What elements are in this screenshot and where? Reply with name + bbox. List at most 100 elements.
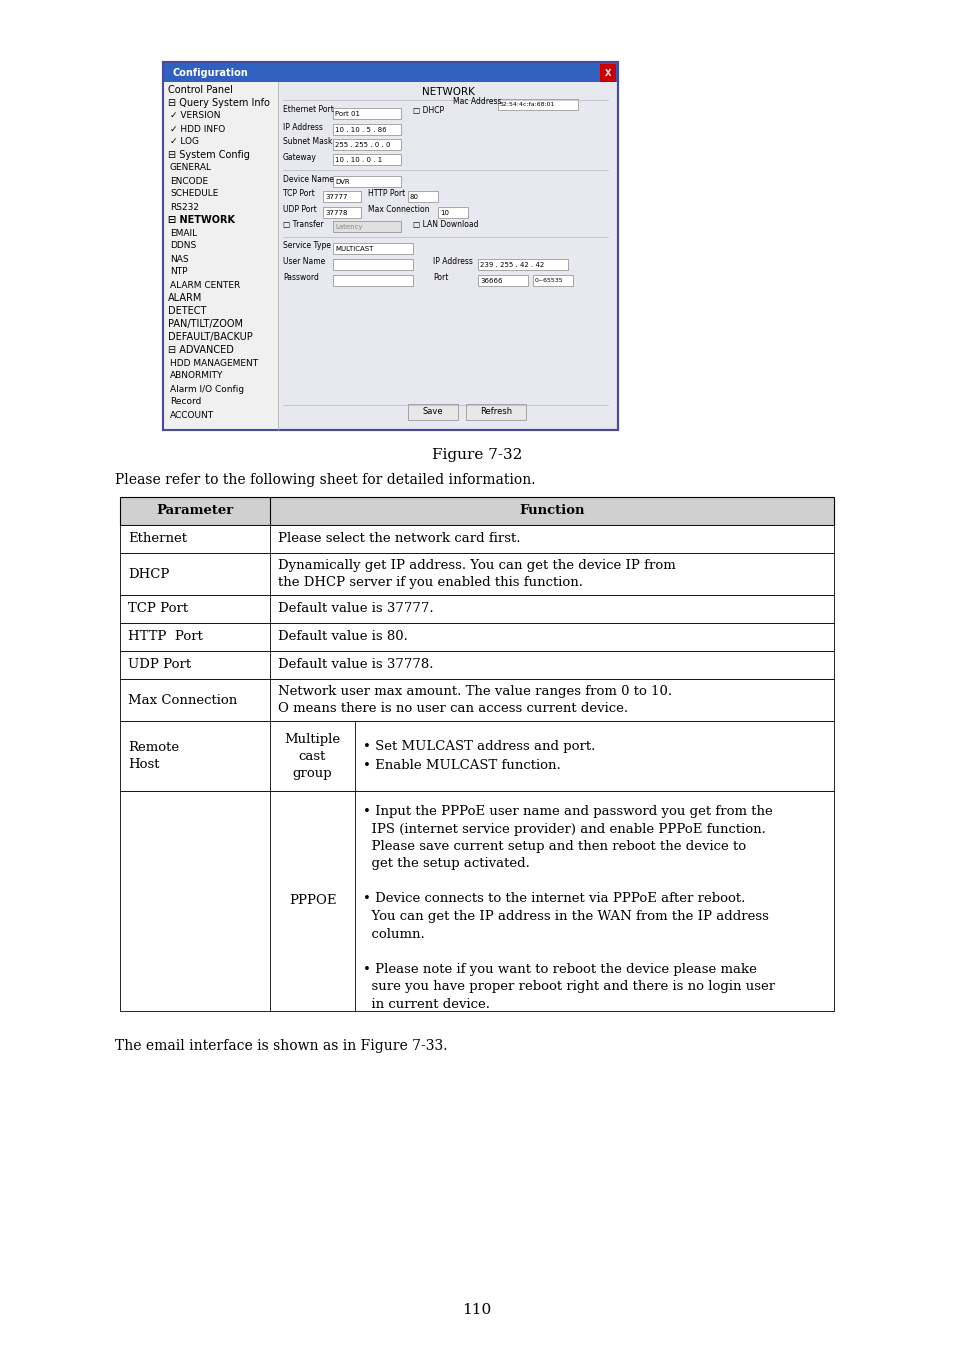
Text: Subnet Mask: Subnet Mask (283, 138, 332, 147)
Text: ✓ HDD INFO: ✓ HDD INFO (170, 124, 225, 134)
Text: User Name: User Name (283, 258, 325, 266)
Bar (120, 497, 833, 525)
Text: ACCOUNT: ACCOUNT (170, 410, 213, 420)
Text: 36666: 36666 (479, 278, 502, 283)
Text: DETECT: DETECT (168, 306, 206, 316)
Text: DVR: DVR (335, 180, 349, 185)
Text: HTTP  Port: HTTP Port (128, 630, 203, 644)
Text: 80: 80 (410, 194, 418, 200)
Text: ⊟ Query System Info: ⊟ Query System Info (168, 99, 270, 108)
Bar (163, 82, 277, 431)
Text: Refresh: Refresh (479, 408, 512, 417)
Text: Figure 7-32: Figure 7-32 (432, 448, 521, 462)
Text: • Set MULCAST address and port.
• Enable MULCAST function.: • Set MULCAST address and port. • Enable… (363, 740, 595, 772)
Bar (333, 259, 413, 270)
Text: 255 . 255 . 0 . 0: 255 . 255 . 0 . 0 (335, 142, 390, 148)
Bar (120, 595, 833, 622)
Text: DEFAULT/BACKUP: DEFAULT/BACKUP (168, 332, 253, 342)
Text: DHCP: DHCP (128, 567, 170, 580)
Bar (599, 63, 616, 82)
Text: 10 . 10 . 0 . 1: 10 . 10 . 0 . 1 (335, 157, 382, 163)
Bar (333, 154, 400, 165)
Text: Port 01: Port 01 (335, 111, 359, 117)
Text: Ethernet Port: Ethernet Port (283, 105, 334, 115)
Text: ABNORMITY: ABNORMITY (170, 371, 223, 381)
Text: Multiple
cast
group: Multiple cast group (284, 733, 340, 779)
Text: Parameter: Parameter (156, 505, 233, 517)
Bar (120, 651, 833, 679)
Bar (120, 497, 833, 525)
Bar (323, 190, 360, 202)
Text: UDP Port: UDP Port (128, 659, 191, 671)
Text: • Input the PPPoE user name and password you get from the
  IPS (internet servic: • Input the PPPoE user name and password… (363, 805, 774, 1011)
Bar (477, 275, 527, 286)
Text: ALARM: ALARM (168, 293, 202, 302)
Bar (323, 207, 360, 217)
Text: Record: Record (170, 397, 201, 406)
Bar (477, 259, 567, 270)
Text: HDD MANAGEMENT: HDD MANAGEMENT (170, 359, 258, 367)
Bar (465, 404, 525, 420)
Text: MULTICAST: MULTICAST (335, 246, 373, 252)
Text: Latency: Latency (335, 224, 362, 230)
Text: DDNS: DDNS (170, 242, 196, 251)
Text: Service Type: Service Type (283, 242, 331, 251)
Bar (120, 679, 833, 721)
Text: Gateway: Gateway (283, 153, 316, 162)
Text: PPPOE: PPPOE (289, 895, 335, 907)
Text: NAS: NAS (170, 255, 189, 263)
Bar (120, 721, 833, 791)
Text: ⊟ System Config: ⊟ System Config (168, 150, 250, 161)
Text: Save: Save (422, 408, 443, 417)
Bar (120, 622, 833, 651)
Bar (333, 124, 400, 135)
Text: IP Address: IP Address (433, 258, 473, 266)
Text: ENCODE: ENCODE (170, 177, 208, 185)
Bar (333, 243, 413, 254)
Bar (333, 176, 400, 188)
Text: Port: Port (433, 274, 448, 282)
Text: TCP Port: TCP Port (283, 189, 314, 198)
Text: Please refer to the following sheet for detailed information.: Please refer to the following sheet for … (115, 472, 535, 487)
Text: Ethernet: Ethernet (128, 532, 187, 545)
Text: UDP Port: UDP Port (283, 205, 316, 215)
Text: GENERAL: GENERAL (170, 163, 212, 173)
Text: EMAIL: EMAIL (170, 228, 197, 238)
Text: PAN/TILT/ZOOM: PAN/TILT/ZOOM (168, 319, 243, 329)
Bar (497, 99, 578, 109)
Bar (437, 207, 468, 217)
Text: 239 . 255 . 42 . 42: 239 . 255 . 42 . 42 (479, 262, 543, 269)
Text: Control Panel: Control Panel (168, 85, 233, 94)
Text: 37777: 37777 (325, 194, 347, 200)
Text: TCP Port: TCP Port (128, 602, 188, 616)
Text: Function: Function (518, 505, 584, 517)
Bar (163, 62, 618, 431)
Text: HTTP Port: HTTP Port (368, 189, 405, 198)
Text: X: X (604, 69, 611, 77)
Text: ✓ LOG: ✓ LOG (170, 138, 199, 147)
Text: Device Name: Device Name (283, 174, 334, 184)
Bar (120, 525, 833, 553)
Text: Max Connection: Max Connection (368, 205, 429, 215)
Text: Max Connection: Max Connection (128, 694, 237, 706)
Text: 52:54:4c:fa:68:01: 52:54:4c:fa:68:01 (499, 103, 555, 108)
Text: NTP: NTP (170, 267, 188, 277)
Text: ✓ VERSION: ✓ VERSION (170, 112, 220, 120)
Bar (333, 221, 400, 232)
Text: Dynamically get IP address. You can get the device IP from
the DHCP server if yo: Dynamically get IP address. You can get … (277, 559, 675, 589)
Text: ALARM CENTER: ALARM CENTER (170, 281, 240, 289)
Bar (120, 791, 833, 1011)
Text: □ DHCP: □ DHCP (413, 105, 444, 115)
Bar (163, 62, 618, 431)
Text: 10 . 10 . 5 . 86: 10 . 10 . 5 . 86 (335, 127, 386, 134)
Text: □ Transfer: □ Transfer (283, 220, 323, 228)
Text: NETWORK: NETWORK (421, 86, 474, 97)
Text: ⊟ NETWORK: ⊟ NETWORK (168, 215, 234, 225)
Text: Remote
Host: Remote Host (128, 741, 179, 771)
Text: The email interface is shown as in Figure 7-33.: The email interface is shown as in Figur… (115, 1040, 447, 1053)
Bar (163, 62, 618, 82)
Text: □ LAN Download: □ LAN Download (413, 220, 478, 228)
Text: Mac Address: Mac Address (453, 97, 501, 107)
Text: ⊟ ADVANCED: ⊟ ADVANCED (168, 346, 233, 355)
Bar (533, 275, 573, 286)
